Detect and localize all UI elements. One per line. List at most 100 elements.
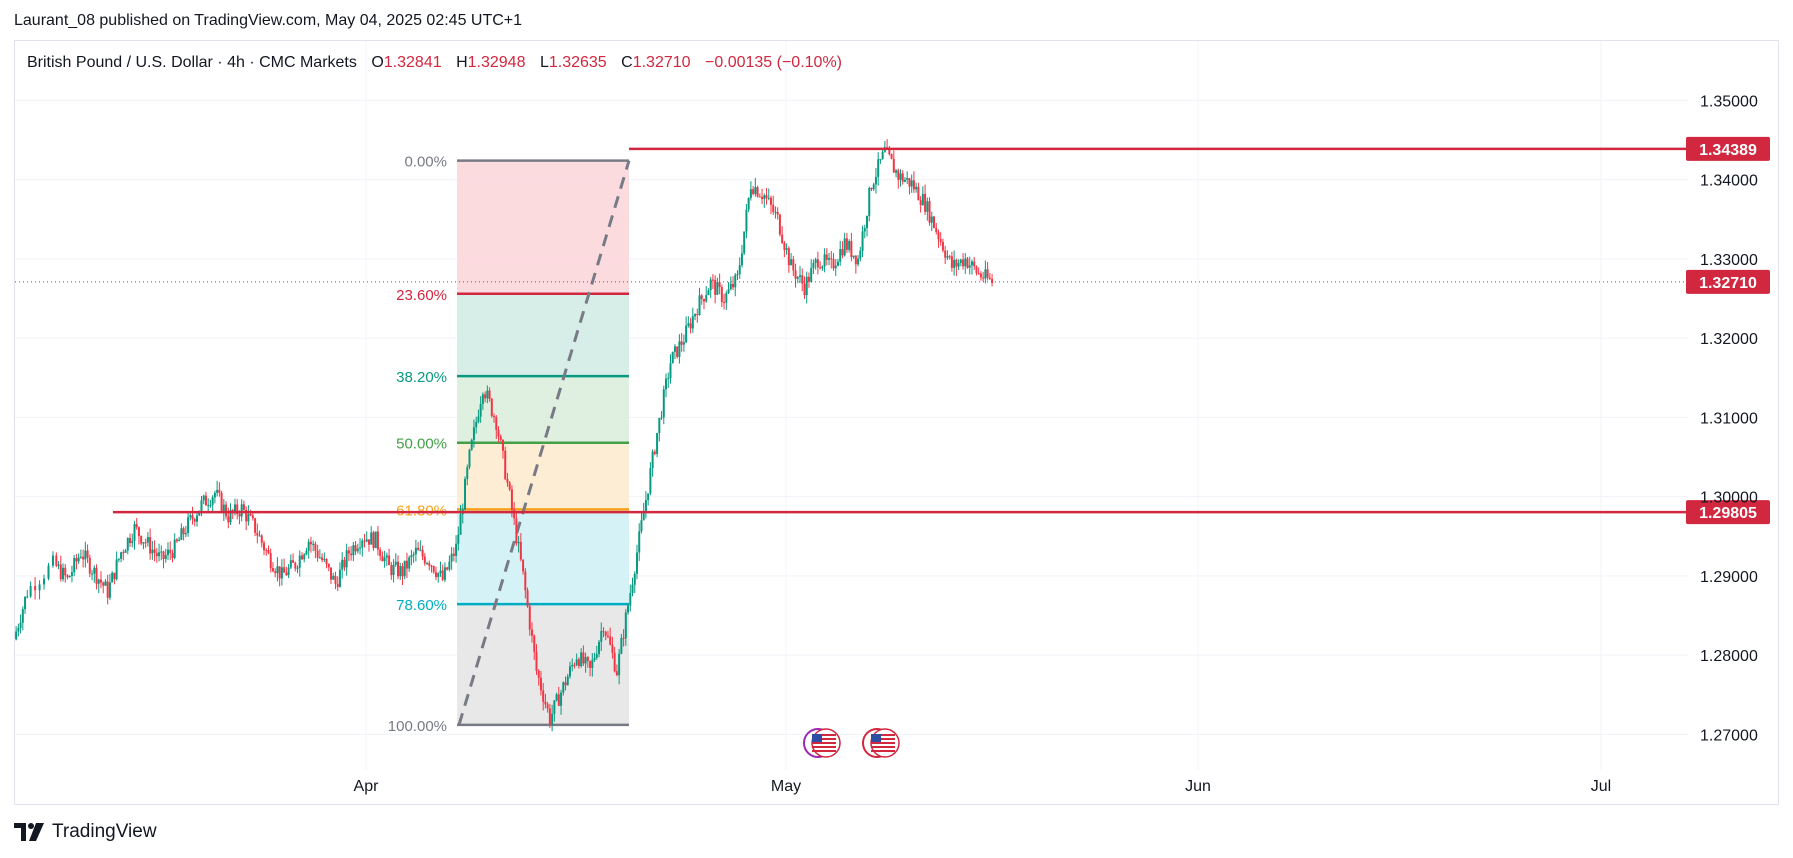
candle-body — [977, 272, 980, 274]
candle-body — [24, 596, 27, 610]
candle-body — [702, 299, 705, 302]
candle-body — [805, 276, 808, 296]
brand-name: TradingView — [52, 821, 157, 842]
symbol-name[interactable]: British Pound / U.S. Dollar · 4h · CMC M… — [27, 54, 357, 71]
candle-body — [82, 556, 85, 560]
candle-body — [216, 489, 219, 493]
candle-body — [345, 550, 348, 568]
candle-body — [778, 214, 781, 235]
candle-body — [133, 524, 136, 541]
candle-body — [656, 433, 659, 454]
candle-body — [850, 241, 853, 258]
candle-body — [251, 515, 254, 519]
candle-body — [769, 197, 772, 205]
fib-level-label: 23.60% — [396, 287, 447, 304]
candle-body — [102, 582, 105, 586]
candle-body — [537, 670, 540, 678]
candle-body — [354, 545, 357, 552]
candle-body — [776, 211, 779, 215]
candle-body — [220, 492, 223, 512]
candle-body — [553, 700, 556, 714]
candle-body — [510, 489, 513, 510]
candle-body — [950, 256, 953, 268]
candle-body — [787, 248, 790, 266]
candle-body — [832, 259, 835, 269]
candle-body — [338, 569, 341, 587]
candle-body — [671, 351, 674, 364]
candle-body — [117, 558, 120, 560]
candle-body — [488, 390, 491, 399]
candle-body — [682, 342, 685, 345]
fib-zone — [457, 376, 629, 443]
fib-zone — [457, 293, 629, 377]
candle-body — [417, 547, 420, 551]
chart-frame[interactable] — [14, 40, 1779, 805]
candle-body — [515, 518, 518, 544]
candle-body — [149, 537, 152, 554]
candle-body — [443, 567, 446, 580]
candle-body — [271, 568, 274, 572]
candle-body — [200, 500, 203, 511]
candle-body — [267, 550, 270, 554]
candle-body — [158, 552, 161, 557]
candle-body — [680, 341, 683, 345]
candle-body — [799, 275, 802, 278]
candle-body — [55, 555, 58, 566]
candle-body — [111, 572, 114, 583]
candle-body — [300, 555, 303, 560]
candle-body — [531, 629, 534, 636]
candle-body — [910, 180, 913, 187]
candle-body — [350, 553, 353, 556]
candle-body — [62, 567, 65, 580]
candle-body — [283, 567, 286, 573]
candle-body — [897, 170, 900, 180]
candle-body — [546, 704, 549, 709]
candle-body — [144, 542, 147, 544]
candle-body — [729, 283, 732, 290]
candle-body — [309, 541, 312, 545]
candle-body — [638, 531, 641, 553]
candle-body — [848, 241, 851, 250]
candle-body — [955, 259, 958, 267]
candle-body — [544, 701, 547, 705]
candle-body — [745, 209, 748, 232]
candle-body — [877, 159, 880, 177]
candles — [15, 139, 994, 732]
candle-body — [673, 346, 676, 352]
last-price-tag — [1686, 269, 1770, 294]
candle-body — [490, 398, 493, 417]
candle-body — [519, 541, 522, 560]
candle-body — [432, 566, 435, 573]
candle-body — [962, 259, 965, 267]
candle-body — [573, 664, 576, 666]
candle-body — [75, 558, 78, 562]
price-axis: 1.35000 1.34000 1.33000 1.32000 1.31000 1.300… — [1700, 93, 1758, 744]
economic-events — [803, 728, 900, 758]
candle-body — [908, 178, 911, 187]
candle-body — [472, 427, 475, 440]
candle-body — [991, 278, 994, 283]
candle-body — [687, 323, 690, 326]
candle-body — [51, 555, 54, 566]
candle-body — [926, 201, 929, 212]
x-tick-label: Apr — [354, 778, 380, 795]
candle-body — [944, 250, 947, 258]
last-price-tag-label: 1.32710 — [1699, 275, 1757, 292]
candle-body — [405, 560, 408, 569]
candle-body — [973, 261, 976, 267]
candle-body — [669, 363, 672, 379]
candle-body — [385, 555, 388, 558]
candle-body — [602, 631, 605, 633]
candle-body — [403, 560, 406, 577]
candle-body — [169, 549, 172, 554]
tradingview-brand[interactable]: TradingView — [14, 819, 157, 845]
candle-body — [859, 250, 862, 259]
candle-body — [419, 549, 422, 551]
candle-body — [542, 690, 545, 702]
candle-body — [783, 242, 786, 250]
candle-body — [879, 159, 882, 161]
candle-body — [807, 276, 810, 282]
candle-body — [479, 403, 482, 417]
change-value: −0.00135 (−0.10%) — [705, 54, 842, 71]
